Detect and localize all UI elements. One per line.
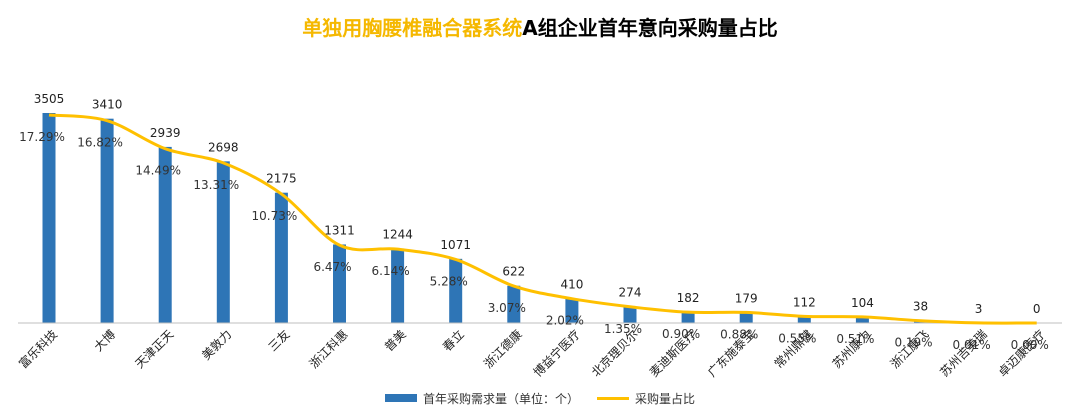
percent-label: 6.14% <box>372 264 410 278</box>
legend-line-label: 采购量占比 <box>635 391 696 406</box>
percent-label: 0.90% <box>662 327 700 341</box>
percent-label: 16.82% <box>77 136 123 150</box>
category-label: 博益宁医疗 <box>530 327 583 380</box>
bar-value-label: 622 <box>502 265 525 279</box>
bar-value-label: 1244 <box>382 227 413 241</box>
legend-item-bar: 首年采购需求量（单位：个） <box>384 390 579 407</box>
percent-label: 2.02% <box>546 314 584 328</box>
bar-value-label: 3410 <box>92 98 123 112</box>
percent-label: 17.29% <box>19 130 65 144</box>
bar-value-label: 179 <box>735 291 758 305</box>
bar <box>739 312 753 323</box>
bar <box>681 312 695 323</box>
percent-label: 5.28% <box>430 274 468 288</box>
bar <box>507 285 521 323</box>
chart-title-highlight: 单独用胸腰椎融合器系统 <box>302 16 523 40</box>
bar-value-label: 38 <box>913 300 928 314</box>
percent-label: 0.55% <box>778 331 816 345</box>
percent-label: 0.88% <box>720 327 758 341</box>
share-line <box>48 113 1037 325</box>
legend-line-swatch <box>597 396 629 400</box>
legend-bar-swatch <box>384 394 417 402</box>
category-label: 春立 <box>439 327 467 355</box>
bar-value-label: 182 <box>677 291 700 305</box>
bar <box>42 113 56 323</box>
bar-value-label: 274 <box>619 286 642 300</box>
category-label: 天津正天 <box>132 327 176 371</box>
category-label: 浙江科惠 <box>307 327 351 371</box>
bar-value-label: 3 <box>975 302 983 316</box>
percent-label: 1.35% <box>604 322 642 336</box>
percent-label: 0.01% <box>953 338 991 352</box>
chart-title: 单独用胸腰椎融合器系统A组企业首年意向采购量占比 <box>0 12 1080 41</box>
percent-label: 13.31% <box>193 178 239 192</box>
bar-value-label: 1311 <box>324 223 355 237</box>
category-label: 富乐科技 <box>16 327 61 372</box>
bar <box>216 161 230 323</box>
category-label: 三友 <box>266 327 293 354</box>
bar <box>449 258 463 323</box>
bar-value-label: 112 <box>793 295 816 309</box>
chart-title-rest: A组企业首年意向采购量占比 <box>522 16 778 40</box>
percent-label: 0.51% <box>836 332 874 346</box>
bar-value-label: 104 <box>851 296 874 310</box>
legend-bar-label: 首年采购需求量（单位：个） <box>422 391 579 406</box>
percent-label: 0.19% <box>894 336 932 350</box>
bar <box>855 316 869 323</box>
category-label: 普美 <box>382 327 409 354</box>
percent-label: 14.49% <box>135 164 181 178</box>
bar-value-label: 2698 <box>208 140 239 154</box>
bar <box>158 146 172 323</box>
bar <box>333 244 346 323</box>
bar <box>274 192 288 323</box>
category-label: 美敦力 <box>198 327 234 363</box>
bar <box>623 306 637 323</box>
percent-label: 0.00% <box>1011 338 1049 352</box>
chart-canvas: 3505 3410 2939 2698 2175 1311 1244 1071 622 410 27… <box>16 92 1062 380</box>
bar-value-label: 0 <box>1033 302 1041 316</box>
category-label: 卓迈康医疗 <box>995 327 1048 380</box>
bar <box>797 316 811 323</box>
percent-label: 10.73% <box>252 209 298 223</box>
bar <box>565 298 579 323</box>
category-label: 浙江德康 <box>480 327 525 372</box>
bar <box>391 248 405 323</box>
category-label: 苏州吉美瑞 <box>937 327 989 379</box>
legend-item-line: 采购量占比 <box>597 390 695 407</box>
percent-label: 3.07% <box>488 301 526 315</box>
category-label: 大博 <box>91 327 119 355</box>
bar-value-label: 1071 <box>440 238 471 252</box>
bar-value-label: 3505 <box>34 92 65 106</box>
bar-value-label: 410 <box>560 277 583 291</box>
bar-value-label: 2175 <box>266 172 297 186</box>
bar-value-label: 2939 <box>150 126 181 140</box>
percent-label: 6.47% <box>313 260 351 274</box>
bar <box>100 118 114 324</box>
chart-legend: 首年采购需求量（单位：个） 采购量占比 <box>0 388 1080 408</box>
